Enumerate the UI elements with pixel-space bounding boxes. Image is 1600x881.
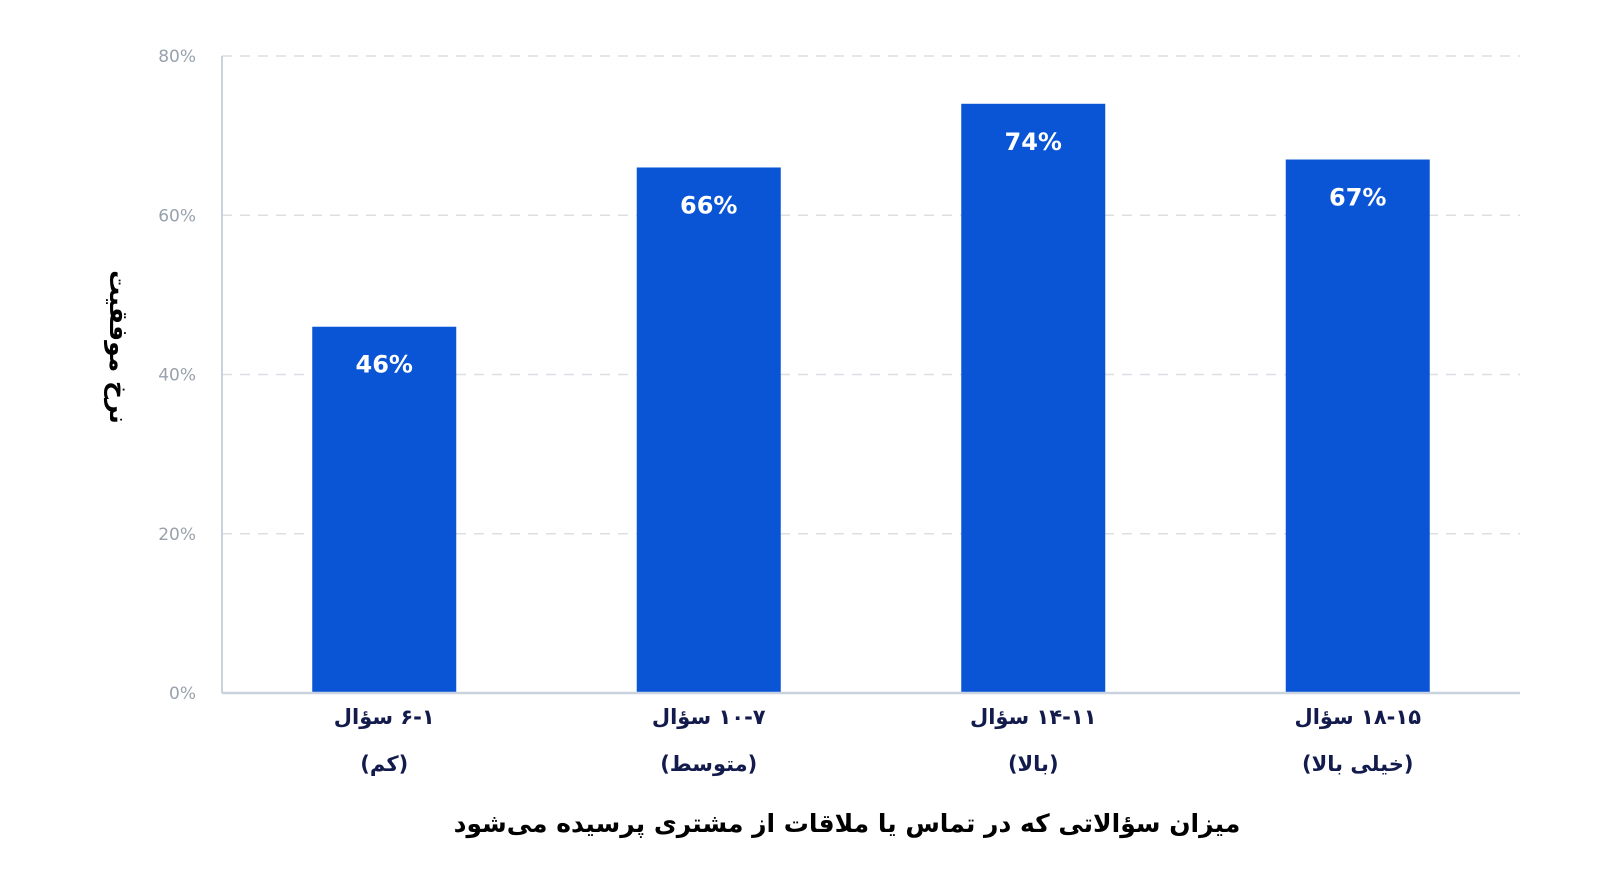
y-tick-label: 60% [158,206,196,226]
bar [636,167,781,694]
x-tick-label: ۱۸-۱۵ سؤال [1294,705,1421,729]
y-tick-label: 40% [158,366,196,386]
x-tick-sublabel: (بالا) [1008,752,1059,776]
bar-data-label: 67% [1329,184,1386,212]
bar [961,103,1106,693]
bar-data-label: 46% [356,351,413,379]
x-tick-label: ۶-۱ سؤال [334,705,435,729]
y-axis-title: نرخ موفقیت [103,270,133,424]
x-axis-categories: ۶-۱ سؤال (کم) ۱۰-۷ سؤال (متوسط) ۱۴-۱۱ سؤال (ب… [334,705,1421,776]
axes [221,56,1520,695]
x-tick-label: ۱۴-۱۱ سؤال [970,705,1097,729]
bar-data-label: 74% [1005,128,1062,156]
bar-data-label: 66% [680,191,737,219]
x-axis-title: میزان سؤالاتی که در تماس یا ملاقات از مش… [454,809,1241,839]
y-tick-label: 20% [158,525,196,545]
x-tick-sublabel: (خیلی بالا) [1302,752,1413,776]
x-tick-label: ۱۰-۷ سؤال [652,705,766,729]
y-tick-label: 0% [169,684,196,704]
x-tick-sublabel: (کم) [360,752,408,776]
x-tick-sublabel: (متوسط) [660,752,757,776]
y-tick-label: 80% [158,47,196,67]
bars: 46% 66% 74% 67% [312,103,1430,694]
bar [1285,159,1430,693]
bar [312,326,457,693]
y-axis-ticks: 0% 20% 40% 60% 80% [158,47,196,704]
